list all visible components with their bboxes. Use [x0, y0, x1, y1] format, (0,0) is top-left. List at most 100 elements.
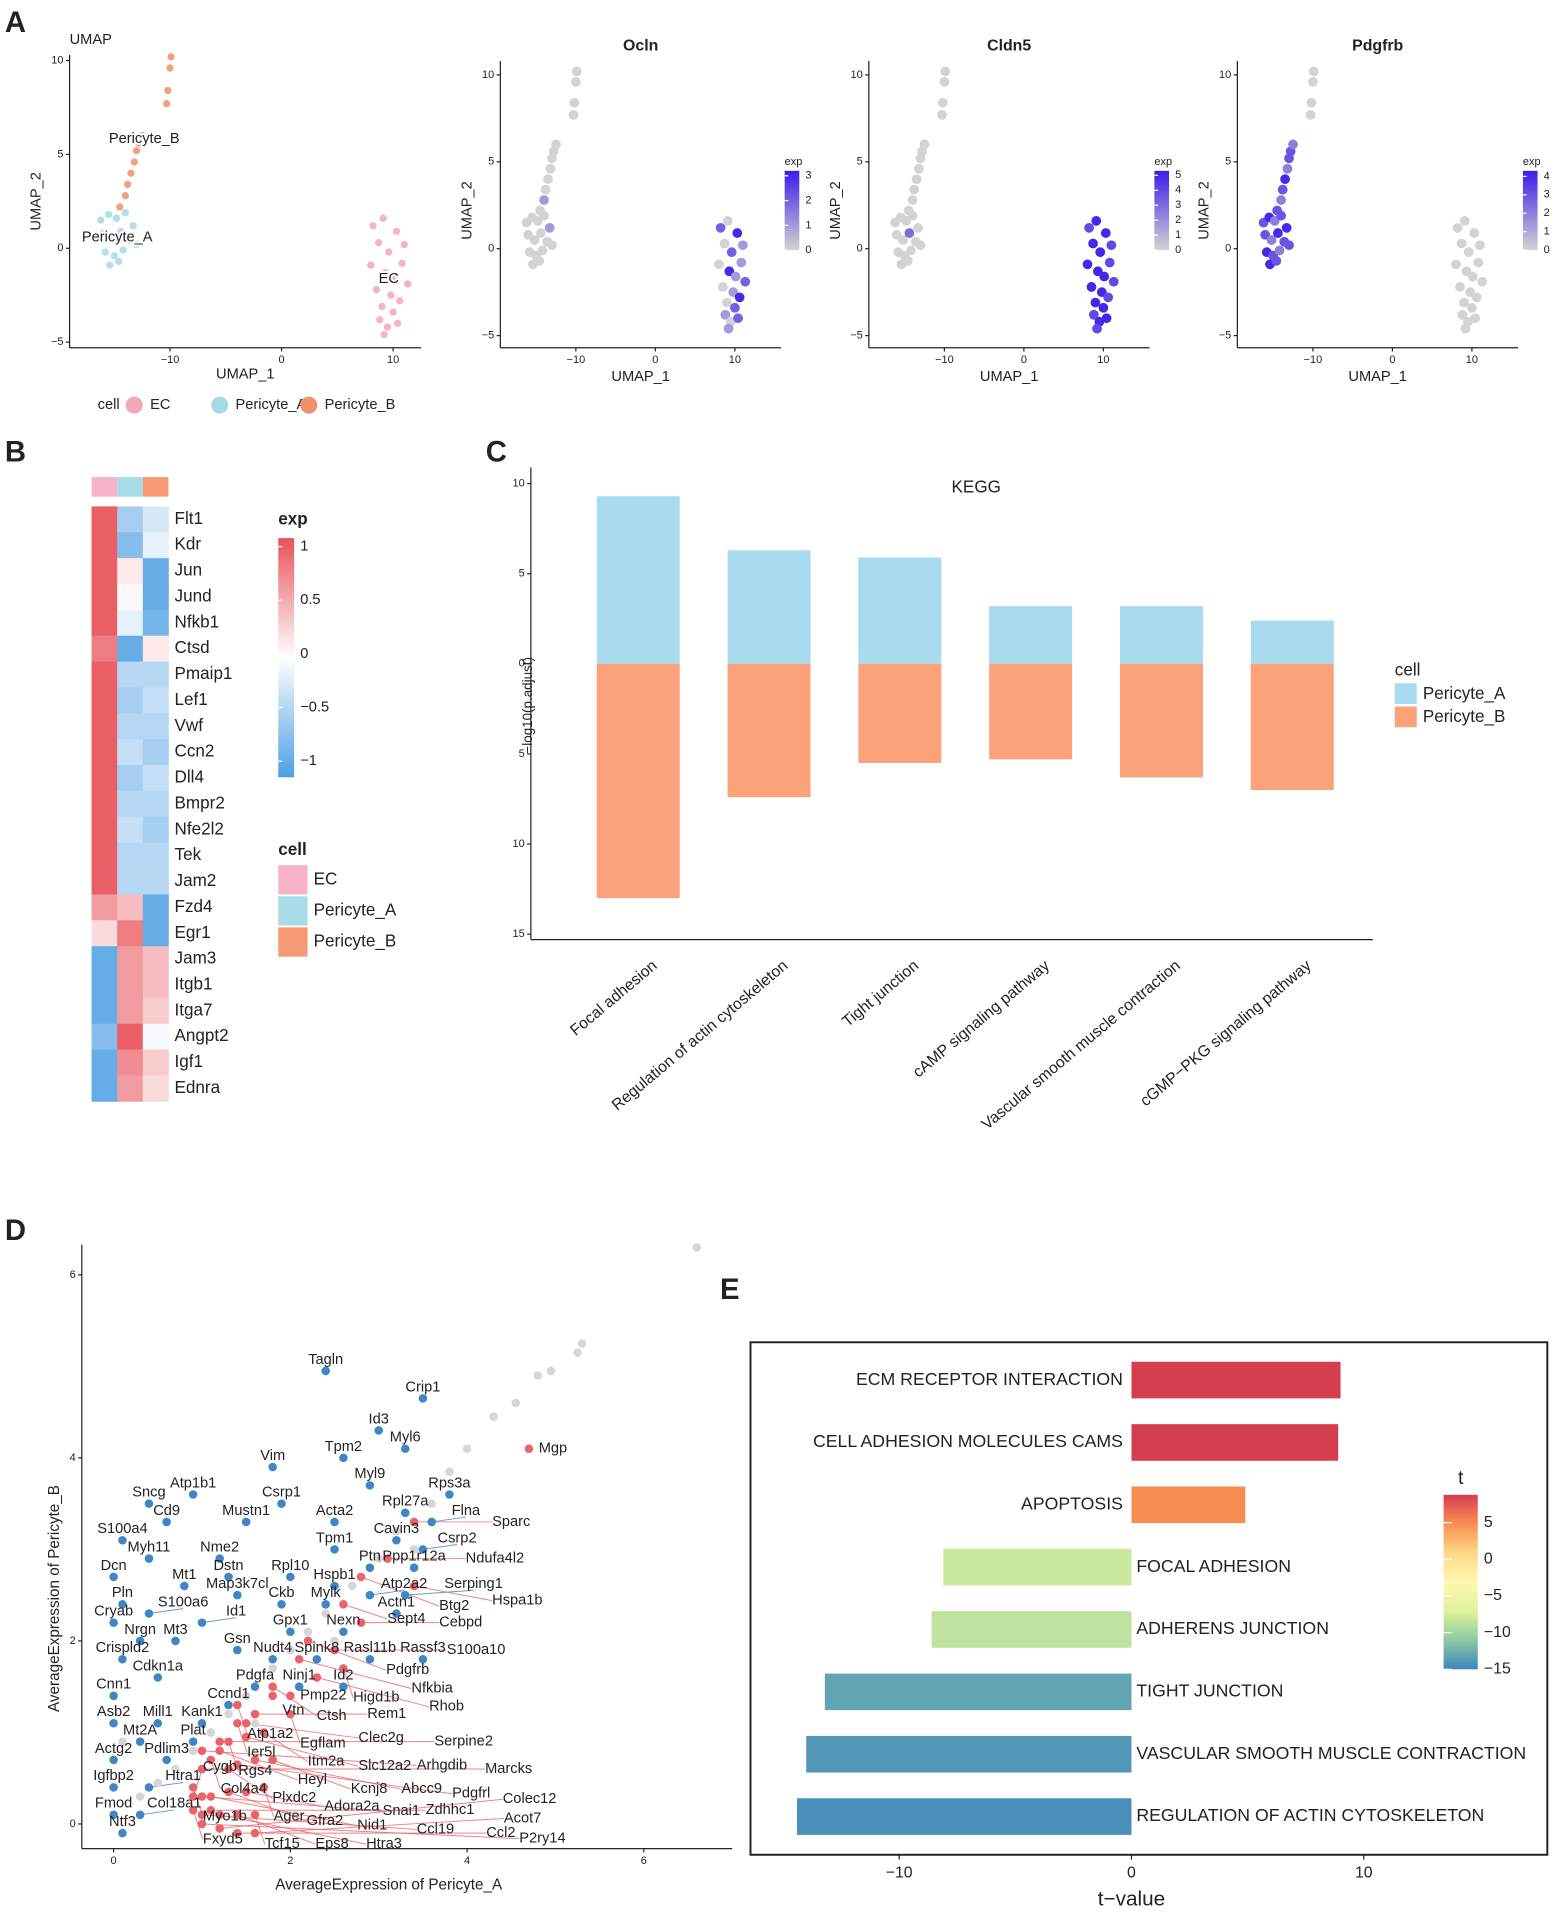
colorbar-tick-label: 2 [1544, 207, 1550, 219]
point [400, 1444, 410, 1454]
annotation-cell [142, 477, 169, 497]
point [546, 1366, 556, 1376]
point-label: Atp1a2 [247, 1726, 293, 1742]
point-label: Actg2 [95, 1741, 132, 1757]
point [197, 1719, 207, 1728]
point-label: Ndufa4l2 [466, 1550, 525, 1566]
colorbar-title: t [1458, 1467, 1464, 1489]
heat-cell [142, 584, 169, 611]
point [1452, 222, 1463, 233]
point [118, 1828, 127, 1838]
point-label: Btg2 [439, 1598, 469, 1614]
x-axis-label: UMAP_1 [611, 369, 670, 385]
point [119, 246, 127, 254]
point-label: Col4a4 [221, 1781, 267, 1797]
point [400, 1508, 410, 1518]
bar [1131, 1424, 1339, 1461]
point-label: Acot7 [504, 1810, 541, 1826]
legend-swatch [300, 396, 318, 414]
point [224, 1700, 233, 1710]
point [330, 1545, 339, 1554]
point [427, 1499, 437, 1508]
point-label: Ptn [359, 1549, 381, 1565]
legend-label: Pericyte_B [325, 397, 396, 413]
row-label: Jam3 [175, 949, 217, 968]
point-label: Pdgfrl [452, 1786, 490, 1802]
point-label: Snai1 [383, 1803, 420, 1819]
heat-cell [91, 713, 118, 740]
point [726, 247, 737, 258]
x-tick-label: 10 [1466, 354, 1478, 366]
point-label: Htra3 [366, 1836, 402, 1852]
leader-line [422, 1544, 458, 1550]
points [109, 1243, 702, 1838]
heat-cell [117, 1023, 144, 1051]
point-label: Tpm2 [325, 1439, 362, 1455]
heat-cell [117, 1075, 144, 1102]
point [106, 261, 114, 269]
legend-swatch [278, 927, 308, 957]
colorbar-tick-label: −1 [300, 753, 317, 769]
point [321, 1609, 330, 1618]
point-label: Atp2a2 [381, 1576, 427, 1592]
point-label: Cygb [203, 1759, 237, 1775]
point [387, 291, 395, 299]
point [535, 205, 545, 216]
point-label: S100a6 [158, 1594, 208, 1610]
point [339, 1627, 348, 1637]
leader-line [299, 1658, 412, 1689]
legend-title: cell [1395, 661, 1421, 680]
point-label: Rpl10 [271, 1558, 309, 1574]
point [339, 1682, 348, 1691]
chart-title: Pdgfrb [1352, 38, 1403, 55]
point [462, 1444, 472, 1454]
point-label: Flna [452, 1503, 481, 1519]
point [400, 1590, 410, 1600]
point [162, 1755, 171, 1765]
row-label: Lef1 [175, 690, 208, 709]
point-label: Clec2g [358, 1730, 404, 1746]
point-label: Acta2 [316, 1503, 353, 1519]
point [250, 1810, 260, 1820]
point [1477, 276, 1488, 287]
point [127, 169, 135, 177]
bar [824, 1673, 1132, 1711]
point [544, 222, 555, 233]
point [734, 292, 745, 303]
point [115, 257, 123, 266]
point [1090, 297, 1101, 308]
heat-cell [142, 506, 169, 533]
point [118, 1535, 127, 1545]
leader-line [307, 1640, 387, 1671]
point-label: Vtn [282, 1702, 304, 1718]
point-label: Mt1 [172, 1567, 196, 1583]
heat-cell [142, 946, 169, 973]
point-label: Nexn [326, 1613, 360, 1629]
leader-line [343, 1603, 388, 1620]
point [171, 1764, 180, 1774]
point-label: Myl9 [354, 1466, 385, 1482]
heat-cell [91, 920, 118, 947]
point [409, 1517, 419, 1527]
point [529, 235, 540, 245]
heat-cell [117, 842, 144, 869]
heat-cell [142, 687, 169, 714]
point-label: Mt3 [163, 1622, 187, 1638]
y-tick-label: 10 [51, 54, 63, 66]
point [1276, 195, 1286, 205]
row-label: Vwf [175, 716, 204, 735]
colorbar-tick-label: 1 [1175, 229, 1181, 241]
point [539, 195, 549, 205]
colorbar-tick-label: 0 [805, 244, 811, 256]
point [123, 180, 132, 189]
point-label: Hspb1 [313, 1567, 355, 1583]
leader-line [228, 1768, 273, 1799]
leader-line [254, 1817, 504, 1834]
bar-label: REGULATION OF ACTIN CYTOSKELETON [1136, 1805, 1484, 1825]
point [723, 323, 734, 334]
point-label: Rps3a [428, 1475, 471, 1491]
y-tick-label: 10 [482, 69, 494, 81]
point [409, 1581, 419, 1591]
point-label: Nme2 [200, 1539, 239, 1555]
point [365, 1481, 375, 1490]
